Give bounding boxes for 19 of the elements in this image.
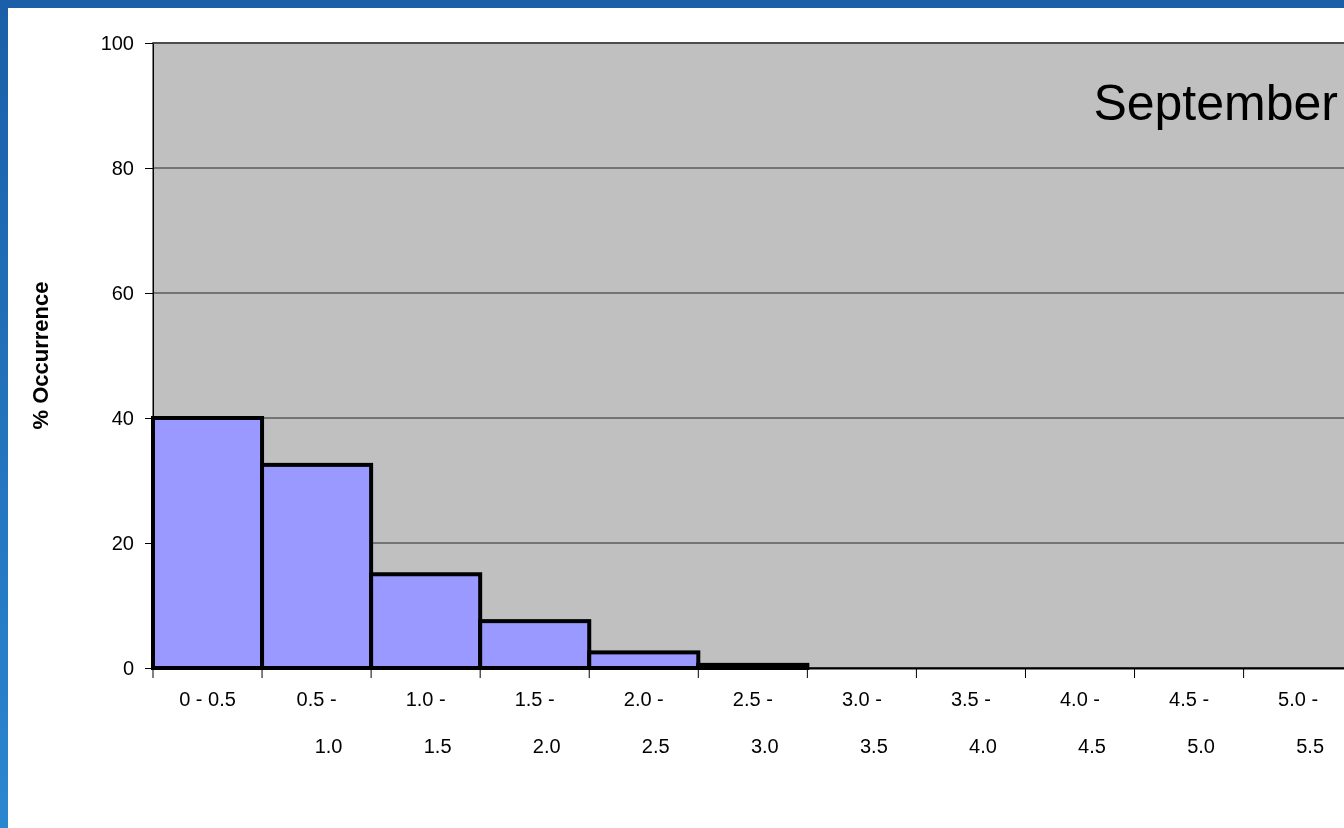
- text: September: [1093, 75, 1338, 131]
- y-tick-label: 20: [111, 531, 134, 554]
- category-label: 4.0 - 4.5: [1060, 688, 1106, 757]
- category-label: 0.5 - 1.0: [296, 688, 343, 757]
- y-tick-label: 80: [111, 156, 134, 179]
- y-tick-label: 60: [111, 281, 134, 304]
- category-label: 1.0 - 1.5: [405, 688, 452, 757]
- y-axis-title: % Occurrence: [28, 281, 53, 430]
- category-label: 3.5 - 4.0: [950, 688, 997, 757]
- category-label: 3.0 - 3.5: [841, 688, 888, 757]
- category-label: 2.5 - 3.0: [732, 688, 779, 757]
- category-label: 5.0 - 5.5: [1278, 688, 1325, 757]
- category-label: 2.0 - 2.5: [623, 688, 670, 757]
- category-label: 4.5 - 5.0: [1169, 688, 1215, 757]
- x-tick-label: 0 - 0.5: [179, 688, 236, 710]
- y-tick-label: 100: [100, 31, 134, 54]
- category-label: 1.5 - 2.0: [514, 688, 561, 757]
- y-tick-label: 0: [122, 656, 134, 679]
- y-tick-label: 40: [111, 406, 134, 429]
